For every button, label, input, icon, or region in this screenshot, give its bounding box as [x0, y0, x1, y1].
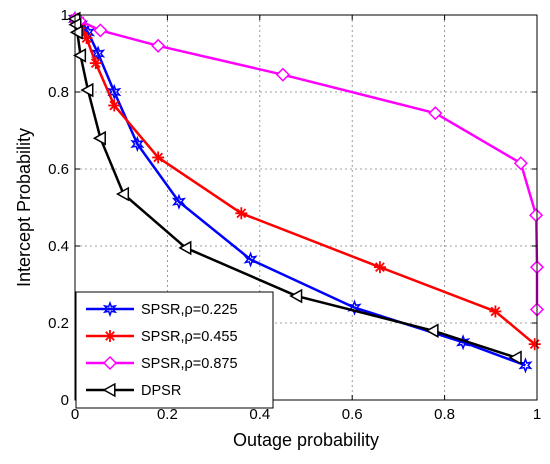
data-point [108, 99, 121, 112]
x-tick-label: 0.2 [157, 406, 178, 423]
y-tick-label: 0.2 [48, 315, 69, 332]
data-point [347, 299, 362, 316]
data-point [373, 261, 386, 274]
legend-label: SPSR,ρ=0.875 [141, 356, 238, 372]
x-axis-label: Outage probability [233, 430, 379, 450]
y-tick-label: 0 [61, 392, 69, 409]
data-point [93, 23, 108, 38]
legend-item: SPSR,ρ=0.455 [86, 329, 238, 345]
legend-item: SPSR,ρ=0.225 [86, 300, 238, 318]
legend-item: DPSR [86, 382, 181, 399]
data-point [151, 38, 166, 53]
data-point [102, 382, 116, 398]
data-point [92, 130, 106, 146]
x-tick-label: 0 [71, 406, 79, 423]
legend-item: SPSR,ρ=0.875 [86, 355, 238, 372]
data-point [152, 151, 165, 164]
legend: SPSR,ρ=0.225 SPSR,ρ=0.455 SPSR,ρ=0.875 DPSR [75, 291, 274, 409]
y-tick-label: 1 [61, 7, 69, 24]
series-4 [67, 11, 522, 365]
data-point [115, 186, 130, 202]
data-point [508, 350, 522, 365]
data-point [72, 48, 87, 63]
data-point [69, 25, 83, 40]
x-tick-label: 0.6 [342, 406, 363, 423]
x-tick-label: 0.8 [434, 406, 455, 423]
data-point [89, 57, 102, 70]
data-point [102, 300, 118, 318]
data-point [428, 106, 443, 121]
data-point [425, 323, 439, 338]
data-point [289, 288, 303, 304]
y-tick-label: 0.4 [48, 238, 69, 255]
legend-label: SPSR,ρ=0.455 [141, 329, 238, 345]
data-point [513, 156, 528, 171]
x-tick-label: 0.4 [249, 406, 270, 423]
data-point [171, 193, 187, 210]
data-point [528, 338, 541, 351]
data-point [275, 67, 290, 82]
data-point [235, 207, 248, 220]
data-point [178, 240, 192, 256]
axes-frame [74, 14, 538, 401]
y-axis-label: Intercept Probability [14, 128, 34, 287]
data-point [489, 305, 502, 318]
legend-label: SPSR,ρ=0.225 [141, 302, 238, 318]
legend-label: DPSR [141, 383, 181, 399]
y-tick-label: 0.6 [48, 161, 69, 178]
data-point [91, 45, 106, 62]
data-point [104, 330, 116, 342]
y-tick-label: 0.8 [48, 84, 69, 101]
data-point [102, 355, 118, 371]
data-point [107, 83, 122, 101]
data-point [130, 135, 145, 153]
x-tick-label: 1 [533, 406, 541, 423]
data-point [243, 251, 258, 268]
data-point [80, 82, 94, 98]
data-point [529, 208, 544, 223]
